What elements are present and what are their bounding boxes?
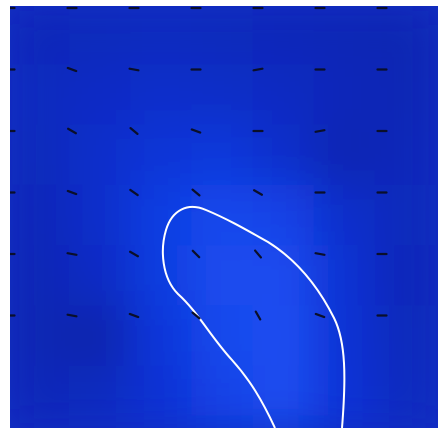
field-cell xyxy=(191,64,257,129)
field-cell xyxy=(191,184,257,250)
field-cell xyxy=(69,305,135,370)
field-cell xyxy=(10,245,74,310)
field-cell xyxy=(69,64,135,129)
vector-marker xyxy=(66,66,78,73)
field-smoothing xyxy=(10,6,438,428)
field-cell xyxy=(374,64,438,129)
scalar-field xyxy=(10,6,438,428)
field-cell xyxy=(191,365,257,428)
vector-marker xyxy=(66,252,78,256)
field-cell xyxy=(130,64,196,129)
vector-marker xyxy=(191,249,201,259)
field-cell xyxy=(374,6,438,69)
vector-marker xyxy=(66,313,78,318)
field-cell xyxy=(69,365,135,428)
field-cell xyxy=(69,245,135,310)
vector-marker xyxy=(129,250,139,258)
vector-marker xyxy=(66,189,78,196)
vector-marker xyxy=(254,249,262,259)
contour-line-level xyxy=(161,205,346,428)
vector-markers xyxy=(10,6,388,321)
contour-lines xyxy=(161,205,346,428)
field-cell xyxy=(130,6,196,69)
field-cell xyxy=(313,305,379,370)
field-cell xyxy=(10,64,74,129)
vector-marker xyxy=(314,312,326,319)
vector-marker xyxy=(252,67,264,72)
field-cell xyxy=(69,184,135,250)
field-cell xyxy=(374,124,438,189)
field-cell xyxy=(313,365,379,428)
field-cell xyxy=(313,184,379,250)
vector-marker xyxy=(254,310,262,321)
field-cell xyxy=(313,124,379,189)
field-cell xyxy=(313,64,379,129)
field-cell xyxy=(252,6,318,69)
vector-marker xyxy=(314,129,326,133)
field-cell xyxy=(10,6,74,69)
vector-marker xyxy=(314,252,326,256)
vector-marker xyxy=(191,311,201,320)
field-cell xyxy=(10,124,74,189)
field-cell xyxy=(10,184,74,250)
field-cell xyxy=(252,305,318,370)
field-cell xyxy=(191,245,257,310)
field-cell xyxy=(191,305,257,370)
field-cell xyxy=(69,6,135,69)
vector-marker xyxy=(191,188,201,197)
field-cell xyxy=(130,305,196,370)
field-cell xyxy=(130,365,196,428)
field-cell xyxy=(130,124,196,189)
field-cell xyxy=(374,245,438,310)
vector-marker xyxy=(129,127,139,135)
field-cell xyxy=(191,124,257,189)
vector-marker xyxy=(128,67,140,72)
field-cell xyxy=(252,124,318,189)
field-cell xyxy=(252,365,318,428)
field-cell xyxy=(10,365,74,428)
field-cell xyxy=(10,305,74,370)
field-cell xyxy=(374,365,438,428)
vector-marker xyxy=(190,128,202,134)
field-cell xyxy=(130,184,196,250)
vector-marker xyxy=(129,188,139,197)
field-cell xyxy=(374,184,438,250)
field-cell xyxy=(191,6,257,69)
vector-marker xyxy=(67,127,77,135)
field-cell xyxy=(69,124,135,189)
vector-marker xyxy=(253,189,263,196)
field-cell xyxy=(313,6,379,69)
field-cell xyxy=(252,64,318,129)
vector-marker xyxy=(128,312,140,319)
